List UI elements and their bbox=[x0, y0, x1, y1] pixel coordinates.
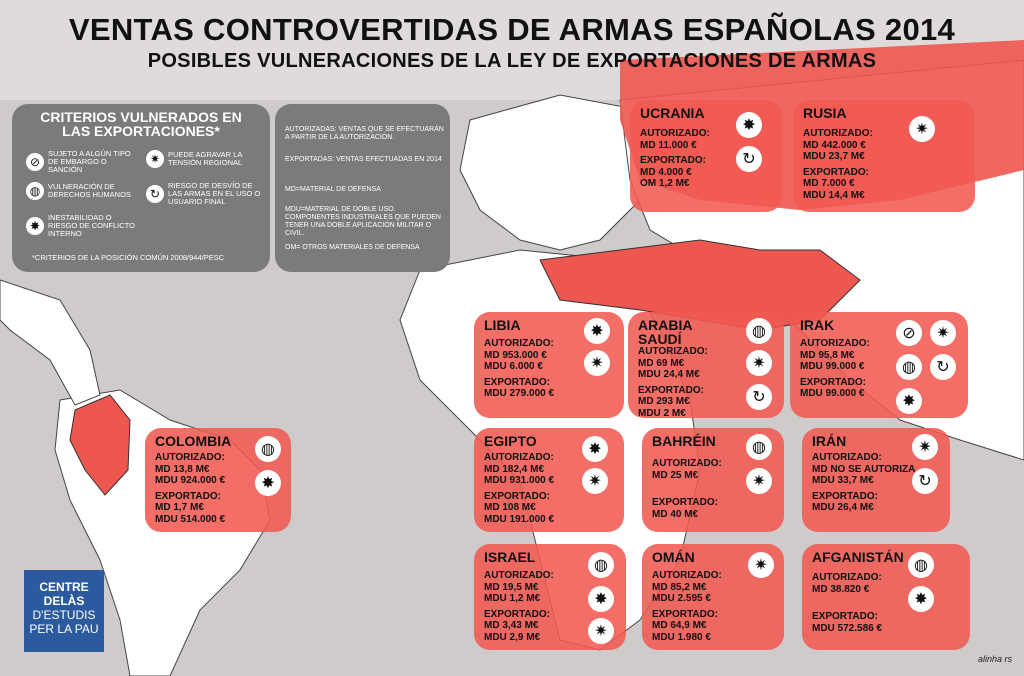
country-card-libia: LIBIA AUTORIZADO: MD 953.000 € MDU 6.000… bbox=[474, 312, 624, 418]
country-card-oman: OMÁN AUTORIZADO: MD 85,2 M€ MDU 2.595 € … bbox=[642, 544, 784, 650]
explosion-icon: ✷ bbox=[912, 434, 938, 460]
criteria-heading: CRITERIOS VULNERADOS EN LAS EXPORTACIONE… bbox=[40, 109, 242, 139]
blast-icon: ✸ bbox=[255, 470, 281, 496]
legend-exportadas: EXPORTADAS: VENTAS EFECTUADAS EN 2014 bbox=[285, 156, 442, 163]
country-data: AUTORIZADO: MD 442.000 € MDU 23,7 M€ EXP… bbox=[803, 128, 873, 201]
country-data: AUTORIZADO: MD 38.820 € EXPORTADO: MDU 5… bbox=[812, 572, 883, 634]
country-card-colombia: COLOMBIA AUTORIZADO: MD 13,8 M€ MDU 924.… bbox=[145, 428, 291, 532]
explosion-icon: ✷ bbox=[748, 552, 774, 578]
criteria-panel: CRITERIOS VULNERADOS EN LAS EXPORTACIONE… bbox=[12, 104, 270, 272]
country-data: AUTORIZADO: MD 953.000 € MDU 6.000 € EXP… bbox=[484, 338, 555, 399]
diversion-arrow-icon: ↻ bbox=[746, 384, 772, 410]
country-card-afganistan: AFGANISTÁN AUTORIZADO: MD 38.820 € EXPOR… bbox=[802, 544, 970, 650]
country-name: LIBIA bbox=[484, 317, 521, 333]
central-america-landmass bbox=[0, 279, 101, 406]
blast-icon: ✸ bbox=[582, 436, 608, 462]
country-name: ISRAEL bbox=[484, 549, 536, 565]
country-data: AUTORIZADO: MD 11.000 € EXPORTADO: MD 4.… bbox=[640, 128, 710, 189]
criteria-item: ✷ PUEDE AGRAVAR LA TENSIÓN REGIONAL bbox=[146, 150, 261, 168]
no-weapon-icon: ⊘ bbox=[896, 320, 922, 346]
criteria-item: ◍ VULNERACIÓN DE DERECHOS HUMANOS bbox=[26, 182, 141, 200]
country-name: EGIPTO bbox=[484, 433, 537, 449]
centre-delas-logo: CENTRE DELÀS D'ESTUDIS PER LA PAU bbox=[24, 570, 104, 652]
explosion-icon: ✷ bbox=[588, 618, 614, 644]
country-card-bahrein: BAHRÉIN AUTORIZADO: MD 25 M€ EXPORTADO: … bbox=[642, 428, 784, 532]
country-name: RUSIA bbox=[803, 105, 847, 121]
explosion-icon: ✷ bbox=[582, 468, 608, 494]
country-card-rusia: RUSIA AUTORIZADO: MD 442.000 € MDU 23,7 … bbox=[793, 100, 975, 212]
criteria-footnote: *CRITERIOS DE LA POSICIÓN COMÚN 2008/944… bbox=[32, 253, 225, 262]
country-data: AUTORIZADO: MD 95,8 M€ MDU 99.000 € EXPO… bbox=[800, 338, 870, 399]
blast-icon: ✸ bbox=[588, 586, 614, 612]
criteria-item: ↻ RIESGO DE DESVÍO DE LAS ARMAS EN EL US… bbox=[146, 182, 264, 206]
globe-icon: ◍ bbox=[588, 552, 614, 578]
no-weapon-icon: ⊘ bbox=[26, 153, 44, 171]
country-card-israel: ISRAEL AUTORIZADO: MD 19,5 M€ MDU 1,2 M€… bbox=[474, 544, 626, 650]
country-name: AFGANISTÁN bbox=[812, 549, 904, 565]
blast-icon: ✸ bbox=[736, 112, 762, 138]
globe-icon: ◍ bbox=[746, 434, 772, 460]
diversion-arrow-icon: ↻ bbox=[736, 146, 762, 172]
artist-signature: alinha rs bbox=[978, 654, 1013, 664]
explosion-icon: ✷ bbox=[746, 468, 772, 494]
country-name: IRAK bbox=[800, 317, 835, 333]
diversion-arrow-icon: ↻ bbox=[146, 185, 164, 203]
blast-icon: ✸ bbox=[896, 388, 922, 414]
explosion-icon: ✷ bbox=[146, 150, 164, 168]
country-data: AUTORIZADO: MD 69 M€ MDU 24,4 M€ EXPORTA… bbox=[638, 346, 708, 419]
globe-icon: ◍ bbox=[896, 354, 922, 380]
diversion-arrow-icon: ↻ bbox=[912, 468, 938, 494]
country-data: AUTORIZADO: MD 19,5 M€ MDU 1,2 M€ EXPORT… bbox=[484, 570, 554, 643]
globe-icon: ◍ bbox=[26, 182, 44, 200]
page-subtitle: POSIBLES VULNERACIONES DE LA LEY DE EXPO… bbox=[147, 50, 877, 72]
country-data: AUTORIZADO: MD NO SE AUTORIZA MDU 33,7 M… bbox=[812, 452, 916, 513]
country-data: AUTORIZADO: MD 85,2 M€ MDU 2.595 € EXPOR… bbox=[652, 570, 722, 643]
europe-landmass bbox=[459, 94, 641, 251]
legend-panel: AUTORIZADAS: VENTAS QUE SE EFECTUARÁN A … bbox=[275, 104, 450, 272]
explosion-icon: ✷ bbox=[746, 350, 772, 376]
blast-icon: ✸ bbox=[584, 318, 610, 344]
country-card-egipto: EGIPTO AUTORIZADO: MD 182,4 M€ MDU 931.0… bbox=[474, 428, 624, 532]
legend-mdu: MDU=MATERIAL DE DOBLE USO. COMPONENTES I… bbox=[285, 206, 441, 237]
criteria-item: ⊘ SUJETO A ALGÚN TIPO DE EMBARGO O SANCI… bbox=[26, 150, 141, 174]
explosion-icon: ✷ bbox=[584, 350, 610, 376]
country-name: UCRANIA bbox=[640, 105, 705, 121]
country-card-irak: IRAK AUTORIZADO: MD 95,8 M€ MDU 99.000 €… bbox=[790, 312, 968, 418]
country-card-ucrania: UCRANIA AUTORIZADO: MD 11.000 € EXPORTAD… bbox=[630, 100, 782, 212]
country-name: IRÁN bbox=[812, 433, 847, 449]
legend-md: MD=MATERIAL DE DEFENSA bbox=[285, 186, 381, 193]
country-name: BAHRÉIN bbox=[652, 433, 716, 449]
country-card-iran: IRÁN AUTORIZADO: MD NO SE AUTORIZA MDU 3… bbox=[802, 428, 950, 532]
globe-icon: ◍ bbox=[255, 436, 281, 462]
criteria-item: ✸ INESTABILIDAD O RIESGO DE CONFLICTO IN… bbox=[26, 214, 141, 238]
colombia-shape bbox=[69, 394, 131, 496]
diversion-arrow-icon: ↻ bbox=[930, 354, 956, 380]
blast-icon: ✸ bbox=[908, 586, 934, 612]
legend-autorizadas: AUTORIZADAS: VENTAS QUE SE EFECTUARÁN A … bbox=[285, 126, 444, 141]
country-data: AUTORIZADO: MD 13,8 M€ MDU 924.000 € EXP… bbox=[155, 452, 226, 525]
legend-om: OM= OTROS MATERIALES DE DEFENSA bbox=[285, 244, 420, 251]
globe-icon: ◍ bbox=[746, 318, 772, 344]
country-name: COLOMBIA bbox=[155, 433, 232, 449]
explosion-icon: ✷ bbox=[930, 320, 956, 346]
globe-icon: ◍ bbox=[908, 552, 934, 578]
country-name: OMÁN bbox=[652, 549, 695, 565]
country-data: AUTORIZADO: MD 182,4 M€ MDU 931.000 € EX… bbox=[484, 452, 555, 525]
middle-east-shape bbox=[539, 239, 861, 331]
explosion-icon: ✷ bbox=[909, 116, 935, 142]
country-data: AUTORIZADO: MD 25 M€ EXPORTADO: MD 40 M€ bbox=[652, 458, 722, 520]
blast-icon: ✸ bbox=[26, 217, 44, 235]
country-card-arabia-saudi: ARABIA SAUDÍ AUTORIZADO: MD 69 M€ MDU 24… bbox=[628, 312, 784, 419]
country-name: ARABIA SAUDÍ bbox=[638, 317, 692, 347]
page-title: VENTAS CONTROVERTIDAS DE ARMAS ESPAÑOLAS… bbox=[68, 12, 956, 47]
